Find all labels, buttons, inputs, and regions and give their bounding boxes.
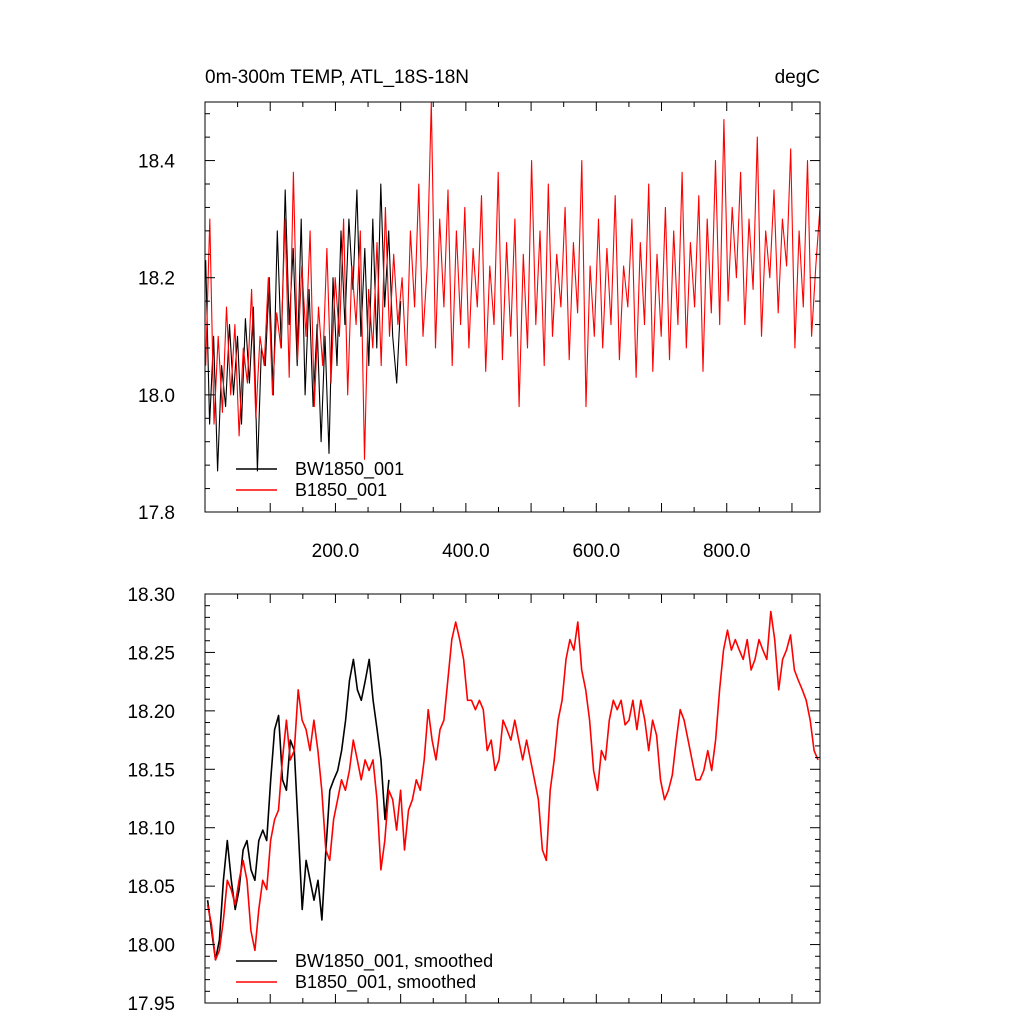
chart-title: 0m-300m TEMP, ATL_18S-18N — [205, 67, 469, 88]
x-tick-label: 600.0 — [573, 541, 621, 562]
plot-frame — [204, 593, 821, 1004]
y-tick-label: 18.15 — [127, 760, 175, 781]
plot-frame — [204, 101, 821, 513]
y-tick-label: 18.4 — [138, 152, 175, 173]
series-line-1 — [205, 101, 821, 460]
y-tick-label: 18.20 — [127, 702, 175, 723]
series-line-0 — [205, 183, 402, 472]
y-tick-label: 18.10 — [127, 819, 175, 840]
y-tick-label: 18.05 — [127, 877, 175, 898]
y-tick-label: 17.95 — [127, 994, 175, 1015]
legend-label-0: BW1850_001, smoothed — [295, 951, 493, 972]
y-tick-label: 18.30 — [127, 585, 175, 606]
x-tick-label: 200.0 — [312, 541, 360, 562]
legend-label-0: BW1850_001 — [295, 459, 404, 480]
y-tick-label: 17.8 — [138, 503, 175, 524]
y-tick-label: 18.00 — [127, 936, 175, 957]
x-tick-label: 800.0 — [703, 541, 751, 562]
y-tick-label: 18.2 — [138, 269, 175, 290]
series-line-0 — [206, 658, 390, 961]
units-label: degC — [775, 67, 820, 88]
y-tick-label: 18.0 — [138, 386, 175, 407]
y-tick-label: 18.25 — [127, 643, 175, 664]
series-line-1 — [206, 610, 819, 961]
legend-label-1: B1850_001 — [295, 480, 387, 501]
x-tick-label: 400.0 — [442, 541, 490, 562]
legend-label-1: B1850_001, smoothed — [295, 972, 476, 993]
